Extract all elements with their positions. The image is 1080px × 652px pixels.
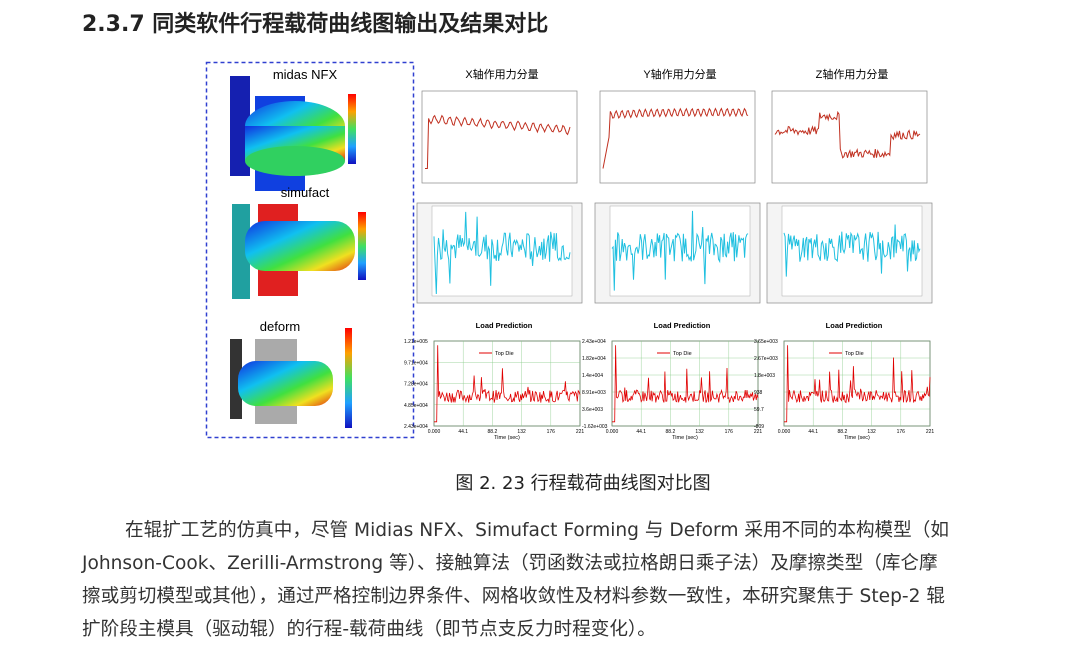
ring: [245, 146, 345, 176]
y-tick-label: 3.65e+003: [754, 339, 778, 345]
plot-area: [611, 340, 759, 427]
x-tick-label: 88.2: [838, 429, 848, 435]
die: [230, 339, 242, 419]
x-tick-label: 132: [867, 429, 876, 435]
y-tick-label: 7.28e+004: [404, 382, 428, 388]
x-tick-label: 44.1: [808, 429, 818, 435]
colorbar: [348, 94, 356, 164]
plot-area: [431, 205, 573, 297]
load-title: Load Prediction: [654, 321, 711, 330]
y-tick-label: 2.43e+004: [404, 424, 428, 430]
paragraph-line: Johnson-Cook、Zerilli-Armstrong 等）、接触算法（罚…: [82, 553, 938, 574]
panel-title: Z轴作用力分量: [816, 67, 889, 81]
y-tick-label: 8.91e+003: [582, 390, 606, 396]
x-tick-label: 176: [897, 429, 906, 435]
y-tick-label: 59.7: [754, 407, 764, 413]
trace: [784, 345, 931, 423]
ring: [245, 221, 355, 271]
trace: [434, 345, 581, 423]
y-tick-label: 2.67e+003: [754, 356, 778, 362]
x-axis-label: Time (sec): [844, 435, 870, 441]
x-tick-label: 221: [926, 429, 935, 435]
software-label: midas NFX: [273, 67, 338, 82]
x-tick-label: 44.1: [458, 429, 468, 435]
y-tick-label: 938: [754, 390, 763, 396]
y-tick-label: -809: [754, 424, 764, 430]
y-tick-label: 1.8e+003: [754, 373, 775, 379]
x-tick-label: 44.1: [636, 429, 646, 435]
colorbar: [358, 212, 366, 280]
trace: [612, 345, 759, 423]
trace: [611, 210, 749, 291]
legend-label: Top Die: [673, 351, 692, 357]
y-tick-label: -1.62e+003: [582, 424, 608, 430]
plot-frame: [599, 90, 756, 184]
legend-label: Top Die: [495, 351, 514, 357]
colorbar: [345, 328, 352, 428]
x-tick-label: 221: [754, 429, 763, 435]
x-tick-label: 176: [725, 429, 734, 435]
x-tick-label: 0.000: [778, 429, 791, 435]
x-tick-label: 0.000: [606, 429, 619, 435]
x-tick-label: 88.2: [488, 429, 498, 435]
load-title: Load Prediction: [476, 321, 533, 330]
x-axis-label: Time (sec): [494, 435, 520, 441]
x-tick-label: 132: [695, 429, 704, 435]
software-label: simufact: [281, 185, 330, 200]
trace: [783, 224, 921, 277]
y-tick-label: 3.6e+003: [582, 407, 603, 413]
heading: 2.3.7 同类软件行程载荷曲线图输出及结果对比: [82, 12, 549, 37]
die: [232, 204, 250, 299]
caption: 图 2. 23 行程载荷曲线图对比图: [455, 473, 711, 494]
trace: [774, 110, 921, 159]
plot-frame: [771, 90, 928, 184]
y-tick-label: 9.71e+004: [404, 360, 428, 366]
plot-frame: [421, 90, 578, 184]
x-axis-label: Time (sec): [672, 435, 698, 441]
y-tick-label: 4.85e+004: [404, 403, 428, 409]
trace: [602, 107, 749, 169]
y-tick-label: 2.43e+004: [582, 339, 606, 345]
x-tick-label: 221: [576, 429, 585, 435]
y-tick-label: 1.4e+004: [582, 373, 603, 379]
software-label: deform: [260, 319, 300, 334]
legend-label: Top Die: [845, 351, 864, 357]
paragraph-line: 擦或剪切模型或其他），通过严格控制边界条件、网格收敛性及材料参数一致性，本研究聚…: [82, 586, 945, 607]
x-tick-label: 0.000: [428, 429, 441, 435]
paragraph-line: 在辊扩工艺的仿真中，尽管 Midias NFX、Simufact Forming…: [125, 520, 949, 541]
y-tick-label: 1.82e+004: [582, 356, 606, 362]
figure: midas NFX simufact deform X轴作用力分量 Load Pr…: [205, 61, 935, 441]
x-tick-label: 88.2: [666, 429, 676, 435]
panel-title: Y轴作用力分量: [643, 67, 716, 81]
x-tick-label: 176: [547, 429, 556, 435]
dashed-frame: [205, 61, 415, 439]
ring: [238, 361, 333, 406]
y-tick-label: 1.21e+005: [404, 339, 428, 345]
x-tick-label: 132: [517, 429, 526, 435]
plot-area: [781, 205, 923, 297]
load-title: Load Prediction: [826, 321, 883, 330]
panel-title: X轴作用力分量: [465, 67, 538, 81]
paragraph-line: 扩阶段主模具（驱动辊）的行程-载荷曲线（即节点支反力时程变化）。: [82, 619, 656, 640]
trace: [433, 211, 571, 295]
trace: [425, 114, 571, 169]
